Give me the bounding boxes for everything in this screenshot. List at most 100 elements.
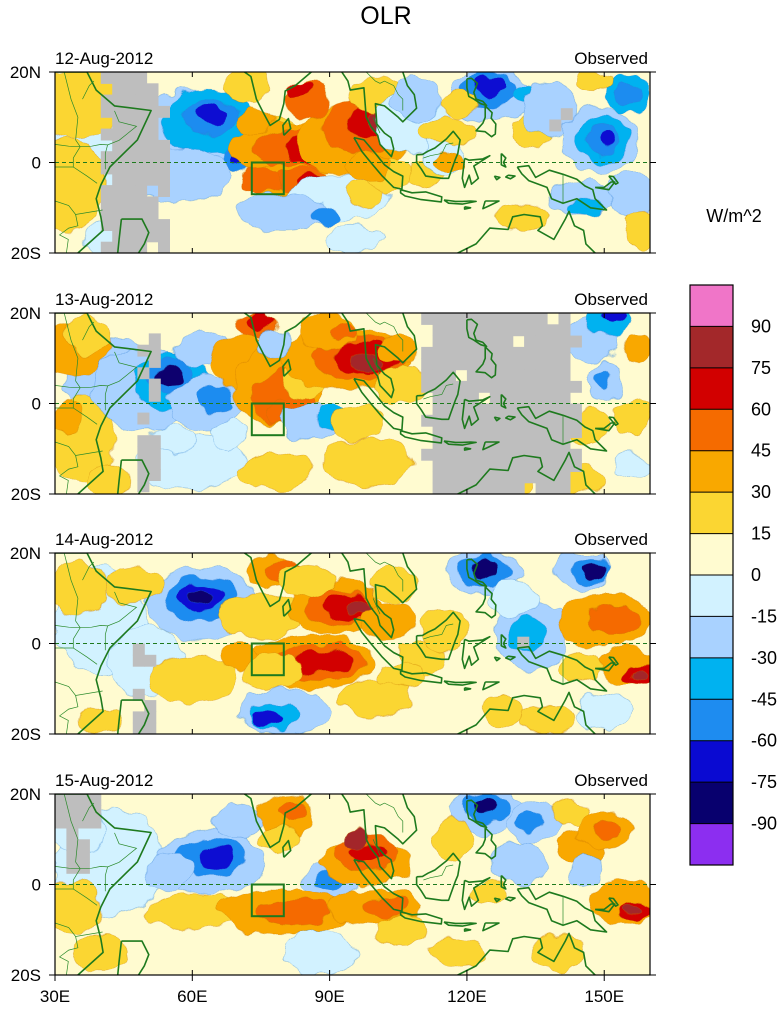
country-border bbox=[73, 647, 98, 665]
map-panel-2: 13-Aug-2012 Observed 20N 0 20S bbox=[10, 290, 656, 504]
country-border bbox=[82, 80, 95, 100]
country-border bbox=[423, 623, 454, 640]
contour-blob bbox=[622, 211, 650, 249]
country-border bbox=[341, 63, 342, 67]
country-border bbox=[80, 144, 108, 148]
coastline bbox=[55, 553, 152, 734]
contour-blob bbox=[310, 207, 340, 227]
contour-blob bbox=[576, 72, 614, 91]
map-panels: 12-Aug-2012 Observed 20N 0 20S 13-Aug-2012 Obs… bbox=[10, 49, 656, 985]
contour-blob bbox=[594, 820, 623, 840]
colorbar-frame bbox=[689, 284, 734, 866]
country-border bbox=[82, 321, 95, 341]
contour-blob bbox=[471, 559, 500, 579]
coastline bbox=[415, 371, 461, 421]
country-border bbox=[80, 625, 108, 629]
coastline bbox=[116, 218, 150, 253]
coastline bbox=[456, 691, 597, 734]
colorbar-swatch bbox=[690, 782, 733, 824]
country-border bbox=[372, 839, 381, 856]
country-border bbox=[63, 553, 81, 628]
coastlines bbox=[55, 553, 619, 734]
coastline bbox=[475, 105, 497, 138]
coastline bbox=[469, 49, 476, 63]
country-border bbox=[423, 142, 454, 159]
coastline bbox=[399, 188, 443, 203]
country-border bbox=[82, 561, 95, 581]
missing-data-region bbox=[517, 636, 530, 649]
colorbar-units: W/m^2 bbox=[706, 206, 761, 226]
contour-blob bbox=[255, 330, 294, 359]
contour-blob bbox=[475, 76, 504, 96]
coastline bbox=[183, 72, 418, 158]
country-border bbox=[80, 385, 108, 389]
contour-blob bbox=[599, 313, 628, 325]
contour-blob bbox=[361, 602, 418, 640]
coastline bbox=[55, 313, 152, 494]
coastline bbox=[505, 415, 516, 421]
coastline bbox=[466, 558, 488, 588]
contour-blob bbox=[329, 321, 358, 341]
colorbar-swatch bbox=[690, 823, 733, 866]
contour-blob bbox=[342, 153, 390, 182]
contour-blob bbox=[594, 371, 614, 391]
contour-blob bbox=[194, 104, 228, 126]
colorbar-label: 90 bbox=[751, 316, 771, 336]
contour-blob bbox=[475, 798, 495, 813]
contour-blob bbox=[633, 670, 649, 681]
coastlines bbox=[55, 313, 619, 494]
y-tick-label: 20N bbox=[10, 304, 41, 323]
colorbar-label: -60 bbox=[751, 731, 777, 751]
contour-blob bbox=[278, 561, 335, 599]
chart-title: OLR bbox=[360, 2, 411, 30]
contour-blob bbox=[320, 439, 413, 486]
coastline bbox=[353, 858, 404, 912]
contour-blob bbox=[516, 811, 546, 831]
coastline bbox=[282, 598, 292, 617]
coastline bbox=[353, 136, 404, 190]
study-box bbox=[250, 161, 285, 196]
country-border bbox=[55, 441, 103, 456]
country-border bbox=[55, 868, 81, 890]
coastline bbox=[461, 154, 491, 189]
country-border bbox=[365, 313, 404, 352]
contour-blob bbox=[278, 802, 308, 822]
country-border bbox=[73, 407, 98, 425]
contour-blob bbox=[189, 589, 214, 607]
coastline bbox=[493, 656, 501, 662]
contour-blob bbox=[553, 798, 591, 827]
y-tick-label: 20N bbox=[10, 785, 41, 804]
coastline bbox=[608, 175, 619, 185]
y-tick-label: 20S bbox=[11, 485, 41, 504]
coastline bbox=[469, 771, 476, 785]
colorbar-swatch bbox=[690, 367, 733, 410]
coastline bbox=[505, 896, 516, 902]
missing-data-region bbox=[100, 72, 170, 253]
contour-blob bbox=[567, 856, 605, 885]
contour-blob bbox=[146, 656, 239, 703]
country-border bbox=[73, 888, 98, 906]
contour-blob bbox=[63, 317, 111, 355]
coastline bbox=[482, 200, 500, 210]
coastlines bbox=[55, 49, 619, 253]
country-border bbox=[341, 785, 342, 789]
country-border bbox=[55, 866, 81, 870]
colorbar-swatch bbox=[690, 699, 733, 742]
contour-blob bbox=[613, 452, 650, 481]
contour-blob bbox=[55, 561, 106, 617]
coastline bbox=[493, 416, 501, 422]
coastline bbox=[116, 699, 150, 734]
contour-blob bbox=[104, 566, 161, 604]
coastline bbox=[456, 932, 597, 975]
borders bbox=[55, 313, 564, 494]
contour-blob bbox=[374, 915, 431, 944]
y-tick-label: 20S bbox=[11, 966, 41, 985]
contour-blob bbox=[55, 139, 106, 231]
panel-date: 13-Aug-2012 bbox=[55, 290, 153, 309]
y-tick-label: 0 bbox=[32, 635, 41, 654]
coastline bbox=[461, 395, 491, 430]
colorbar-swatch bbox=[690, 575, 733, 617]
coastline bbox=[443, 921, 477, 927]
contour-blob bbox=[583, 563, 607, 579]
country-border bbox=[365, 794, 404, 833]
